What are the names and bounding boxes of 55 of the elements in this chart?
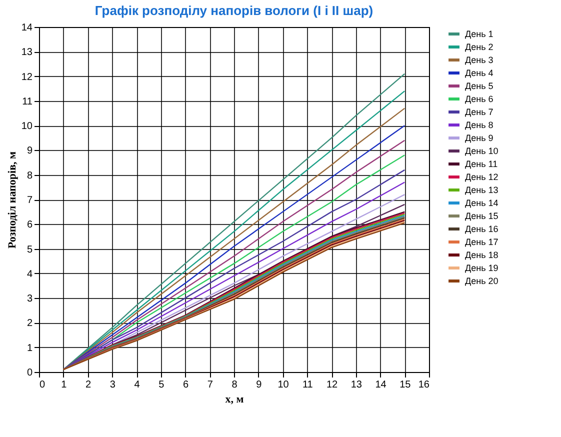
legend-label: День 9: [465, 133, 494, 143]
legend-label: День 20: [465, 276, 498, 286]
y-tick-label: 9: [26, 146, 33, 157]
chart-title: Графік розподілу напорів вологи (I і II шар): [94, 3, 374, 18]
y-tick-label: 0: [26, 368, 33, 378]
legend-label: День 10: [465, 146, 498, 156]
x-tick-label: 13: [350, 380, 362, 390]
legend-label: День 12: [465, 172, 498, 182]
legend-label: День 6: [465, 94, 494, 104]
x-tick-label: 1: [61, 380, 68, 390]
legend-label: День 13: [465, 185, 498, 195]
legend-label: День 19: [465, 263, 498, 273]
x-tick-label: 3: [110, 380, 116, 390]
legend-label: День 7: [465, 107, 494, 117]
legend-label: День 2: [465, 42, 494, 52]
x-tick-label: 12: [326, 380, 338, 390]
y-tick-label: 8: [26, 170, 33, 182]
y-tick-label: 14: [21, 22, 33, 34]
x-tick-label: 16: [418, 380, 430, 390]
x-tick-label: 10: [278, 380, 290, 390]
x-tick-label: 6: [182, 380, 189, 390]
y-tick-label: 11: [22, 96, 33, 108]
y-tick-label: 13: [21, 47, 33, 58]
y-tick-label: 5: [26, 244, 33, 256]
legend-label: День 4: [465, 68, 494, 78]
x-tick-label: 7: [207, 380, 214, 390]
x-tick-label: 2: [85, 380, 92, 390]
legend-label: День 1: [465, 29, 494, 39]
x-tick-label: 8: [232, 380, 238, 390]
y-tick-label: 3: [26, 294, 33, 305]
y-tick-label: 7: [26, 195, 33, 206]
legend-label: День 3: [465, 55, 494, 65]
legend-label: День 15: [465, 211, 498, 221]
y-tick-label: 1: [26, 342, 33, 354]
y-axis-title: Розподіл напорів, м: [6, 150, 18, 249]
x-tick-label: 11: [302, 380, 314, 390]
legend-label: День 8: [465, 120, 494, 130]
x-tick-label: 9: [256, 380, 262, 390]
x-axis-title: x, м: [225, 394, 244, 406]
legend-label: День 14: [465, 198, 498, 208]
x-tick-label: 14: [375, 380, 387, 390]
legend-label: День 17: [465, 237, 498, 247]
legend-label: День 18: [465, 250, 498, 260]
y-tick-label: 12: [21, 72, 33, 83]
x-tick-label: 4: [134, 380, 140, 390]
y-tick-label: 10: [21, 121, 33, 132]
x-tick-label: 0: [40, 380, 46, 390]
x-tick-label: 15: [400, 380, 412, 390]
legend-label: День 16: [465, 224, 498, 234]
legend-label: День 5: [465, 81, 494, 91]
y-tick-label: 2: [26, 318, 33, 330]
legend-label: День 11: [465, 159, 498, 169]
x-tick-label: 5: [158, 380, 165, 390]
y-tick-label: 4: [26, 268, 33, 280]
y-tick-label: 6: [26, 220, 33, 231]
